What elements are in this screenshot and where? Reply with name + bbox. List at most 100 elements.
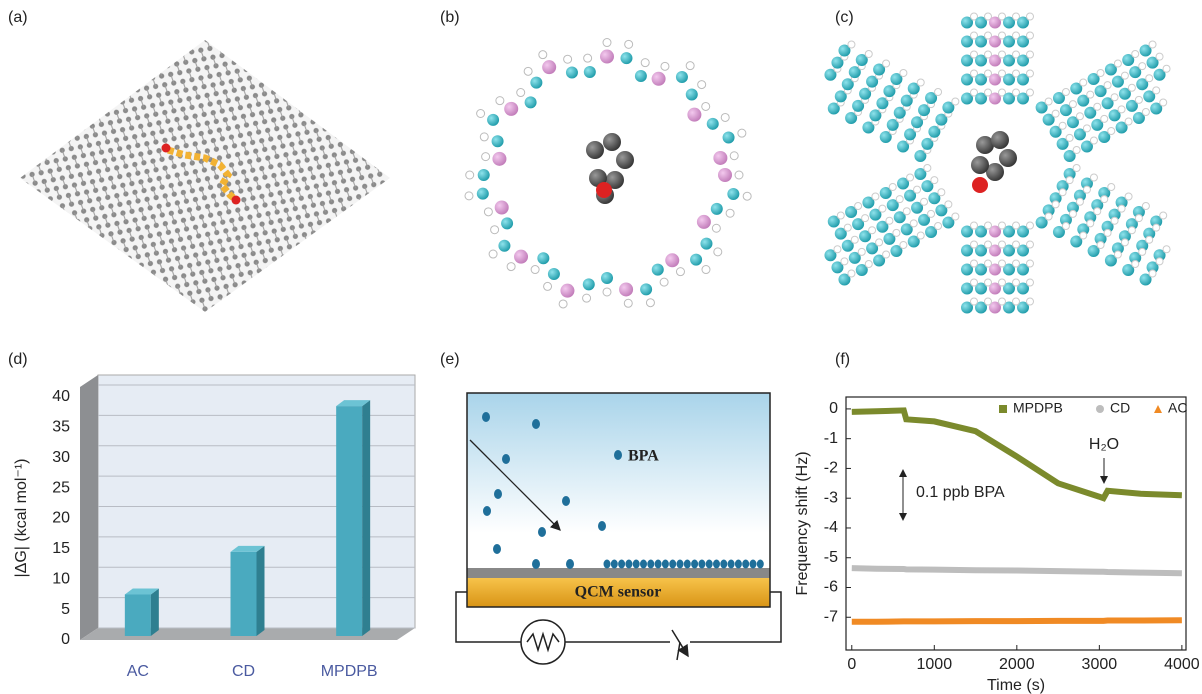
atom <box>492 152 506 166</box>
plot-frame <box>846 397 1186 650</box>
atom <box>900 241 907 248</box>
panel-label: (a) <box>8 9 28 26</box>
atom <box>889 184 896 191</box>
atom <box>917 232 924 239</box>
legend-marker <box>999 405 1007 413</box>
atom <box>872 193 879 200</box>
atom <box>1027 260 1034 267</box>
atom <box>697 215 711 229</box>
adsorbed-molecule <box>633 560 640 569</box>
atom <box>690 254 702 266</box>
atom <box>583 294 591 302</box>
atom <box>1114 251 1121 258</box>
atom <box>583 278 595 290</box>
adsorbed-molecule <box>728 560 735 569</box>
x-tick-label: 0 <box>847 656 856 673</box>
atom <box>1135 215 1142 222</box>
atom <box>714 248 722 256</box>
atom <box>1045 98 1052 105</box>
atom <box>865 260 872 267</box>
atom <box>616 151 634 169</box>
atom <box>635 70 647 82</box>
bar <box>231 552 257 636</box>
y-tick-label: 5 <box>61 601 70 618</box>
atom <box>1080 79 1087 86</box>
figure: BPA QCM sensor (a)(b)(c)(d)(e)(f)0510152… <box>0 0 1202 694</box>
atom <box>1160 212 1167 219</box>
atom <box>564 55 572 63</box>
atom <box>1027 222 1034 229</box>
atom <box>1027 70 1034 77</box>
y-tick-label: -3 <box>824 489 838 506</box>
atom <box>480 133 488 141</box>
atom <box>938 189 945 196</box>
atom <box>883 60 890 67</box>
atom <box>985 241 992 248</box>
atom <box>862 215 869 222</box>
adsorbed-molecule <box>735 560 742 569</box>
atom <box>1073 165 1080 172</box>
atom <box>504 102 518 116</box>
atom <box>1066 177 1073 184</box>
atom <box>466 171 474 179</box>
atom <box>713 151 727 165</box>
atom <box>646 299 654 307</box>
atom <box>700 238 712 250</box>
atom <box>999 241 1006 248</box>
atom <box>921 198 928 205</box>
atom <box>1073 146 1080 153</box>
legend-marker <box>1096 405 1104 413</box>
atom <box>718 168 732 182</box>
atom <box>1083 125 1090 132</box>
atom <box>1087 220 1094 227</box>
atom <box>698 81 706 89</box>
atom <box>477 110 485 118</box>
y-tick-label: 35 <box>52 419 70 436</box>
atom <box>517 89 525 97</box>
panel-label: (f) <box>835 351 850 368</box>
atom <box>1139 248 1146 255</box>
atom <box>596 182 612 198</box>
atom <box>1027 13 1034 20</box>
atom <box>1104 229 1111 236</box>
bar-side <box>362 400 370 636</box>
atom <box>1076 113 1083 120</box>
atom <box>1101 196 1108 203</box>
atom <box>1128 84 1135 91</box>
atom <box>1013 222 1020 229</box>
atom <box>1027 89 1034 96</box>
atom <box>1156 53 1163 60</box>
atom <box>619 282 633 296</box>
atom <box>1146 75 1153 82</box>
atom <box>945 201 952 208</box>
atom <box>1013 279 1020 286</box>
annotation: H₂O <box>1089 436 1119 453</box>
atom <box>903 208 910 215</box>
atom <box>999 149 1017 167</box>
atom <box>676 268 684 276</box>
atom <box>530 77 542 89</box>
atom <box>712 224 720 232</box>
atom <box>625 40 633 48</box>
panel-label: (d) <box>8 351 28 368</box>
series-line <box>852 620 1182 621</box>
atom <box>999 222 1006 229</box>
atom <box>665 253 679 267</box>
atom <box>702 102 710 110</box>
atom <box>1087 91 1094 98</box>
atom <box>723 131 735 143</box>
adsorbed-molecule <box>647 560 654 569</box>
atom <box>1013 298 1020 305</box>
atom <box>465 192 473 200</box>
atom <box>477 188 489 200</box>
atom <box>1118 205 1125 212</box>
atom <box>586 141 604 159</box>
atom <box>1045 213 1052 220</box>
atom <box>707 118 719 130</box>
atom <box>624 299 632 307</box>
atom <box>492 135 504 147</box>
atom <box>1139 63 1146 70</box>
atom <box>1101 115 1108 122</box>
bar <box>336 406 362 636</box>
y-axis-label: |ΔG| (kcal mol⁻¹) <box>13 459 30 578</box>
